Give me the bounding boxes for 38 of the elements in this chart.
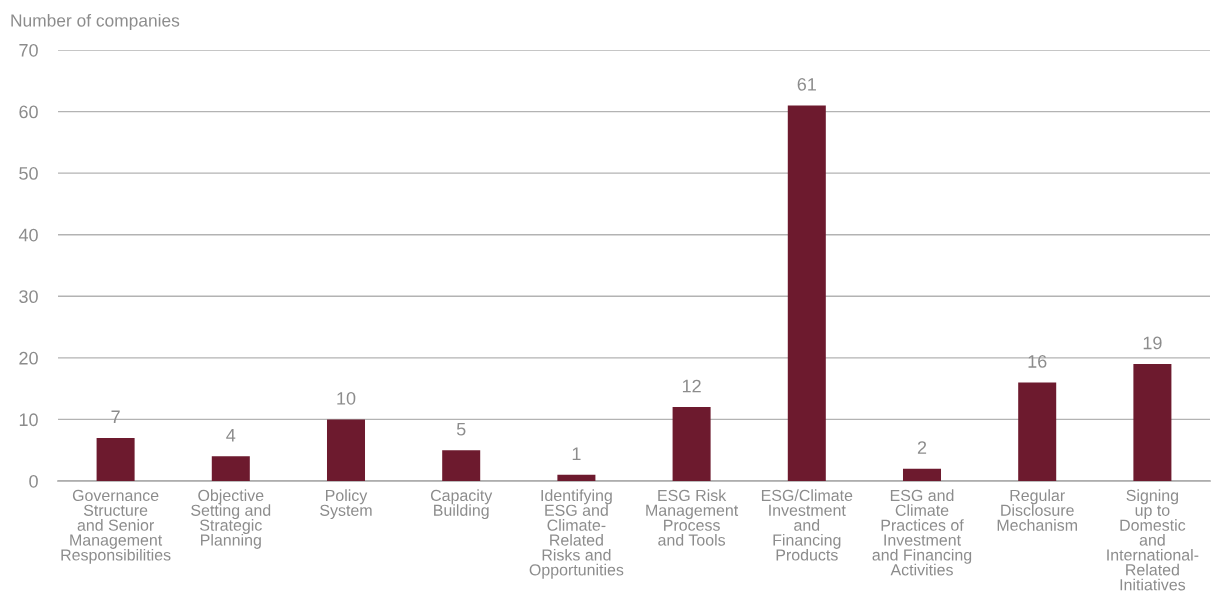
- data-label: 10: [337, 391, 356, 405]
- data-label: 61: [797, 77, 816, 91]
- y-axis-title: Number of companies: [11, 13, 180, 31]
- bar: [1133, 364, 1172, 481]
- bar: [326, 419, 366, 481]
- data-label: 12: [682, 379, 701, 393]
- x-tick-label: ESG/Climate Investment and Financing Products: [761, 489, 853, 561]
- data-label: 19: [1143, 336, 1162, 350]
- y-tick-label: 40: [18, 228, 38, 242]
- x-tick-label: Signing up to Domestic and International- Related Initiatives: [1107, 489, 1199, 591]
- x-tick-label: Capacity Building: [430, 489, 493, 520]
- data-label: 4: [226, 429, 236, 442]
- x-tick-label: Objective Setting and Strategic Planning: [191, 489, 271, 549]
- x-tick-label: Governance Structure and Senior Management Responsibilities: [61, 489, 171, 564]
- x-tick-label: Regular Disclosure Mechanism: [997, 489, 1077, 531]
- data-label: 5: [456, 422, 466, 436]
- x-tick-label: Policy System: [320, 489, 372, 520]
- bar: [557, 474, 596, 481]
- bar: [211, 456, 250, 481]
- y-tick-label: 70: [19, 43, 38, 57]
- y-tick-label: 0: [29, 474, 38, 488]
- y-tick-label: 30: [19, 290, 38, 304]
- x-tick-label: ESG and Climate Practices of Investment and Financing Activities: [872, 489, 972, 576]
- data-label: 1: [572, 447, 581, 460]
- y-tick-label: 50: [19, 167, 38, 180]
- bar: [902, 468, 942, 481]
- bar: [672, 407, 711, 481]
- y-tick-label: 10: [19, 413, 38, 427]
- x-tick-label: Identifying ESG and Climate- Related Risks and Opportunities: [529, 489, 624, 579]
- data-label: 2: [917, 441, 927, 454]
- x-tick-label: ESG Risk Management Process and Tools: [646, 489, 739, 546]
- bar: [1018, 382, 1057, 481]
- bar: [96, 437, 135, 481]
- data-label: 16: [1028, 355, 1047, 368]
- y-tick-label: 20: [19, 351, 38, 365]
- y-tick-label: 60: [19, 105, 38, 119]
- bar: [442, 450, 481, 481]
- bar: [787, 105, 826, 481]
